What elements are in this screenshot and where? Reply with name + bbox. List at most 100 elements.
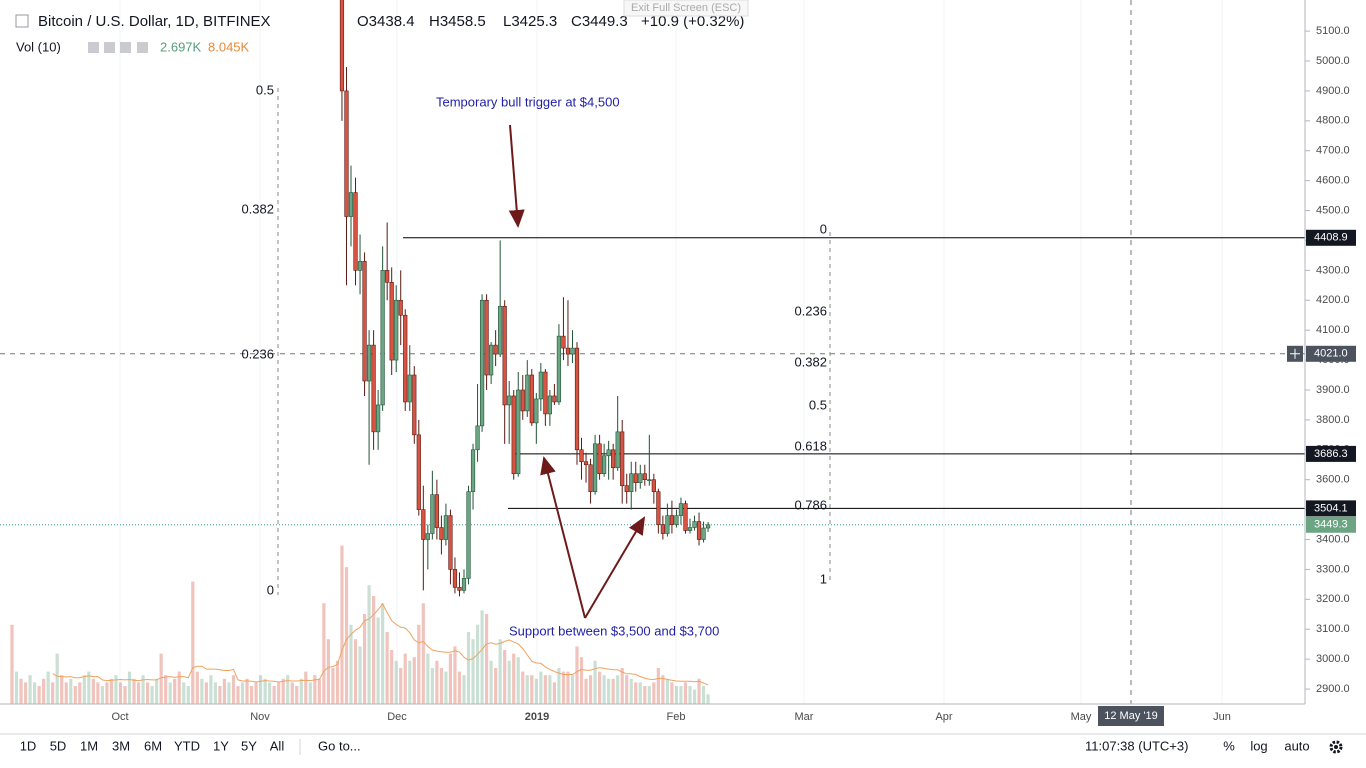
candle-body [475,425,480,451]
y-tick-label: 4200.0 [1316,294,1350,306]
x-tick-label: Apr [935,711,952,723]
candle-body [362,261,367,382]
candle-body [597,443,602,475]
volume-bar [114,675,118,704]
candle-body [452,569,458,588]
scale-option[interactable]: auto [1284,738,1309,753]
candle-body [629,473,634,492]
volume-bar [353,639,358,704]
volume-bar [634,682,638,704]
range-button[interactable]: All [270,738,285,753]
symbol-title[interactable]: Bitcoin / U.S. Dollar, 1D, BITFINEX [38,13,271,30]
candle-body [502,305,507,406]
volume-bar [222,678,227,704]
range-button[interactable]: 5D [50,738,67,753]
scale-option[interactable]: % [1223,738,1235,753]
exit-fullscreen-label[interactable]: Exit Full Screen (ESC) [631,2,741,14]
volume-bar [480,610,484,704]
volume-bar [19,678,23,704]
volume-bar [412,657,416,704]
range-button[interactable]: 3M [112,738,130,753]
exit-fullscreen[interactable] [623,0,749,17]
volume-bar [173,678,177,704]
fib-label: 0.5 [256,82,274,97]
goto-button[interactable]: Go to... [318,738,361,753]
ohlc: L3425.3 [503,13,557,30]
volume-bar [372,596,376,704]
volume-bar [453,646,457,704]
volume-bar [376,617,380,704]
volume-bar [647,686,651,704]
candle-body [588,464,593,492]
volume-title[interactable]: Vol (10) [16,39,61,54]
candle-body [583,461,589,466]
volume-bar [390,650,394,704]
volume-bar [670,682,674,704]
range-button[interactable]: 6M [144,738,162,753]
candle-body [611,449,616,469]
volume-bar [132,678,136,704]
fib-label: 0 [267,582,274,597]
volume-icons [88,42,148,53]
y-tick-label: 3400.0 [1316,533,1350,545]
candle-body [642,473,647,481]
fib-label: 0.236 [794,303,827,318]
volume-bar [575,646,579,704]
candle-body [398,299,403,316]
y-tick-label: 3800.0 [1316,414,1350,426]
icon[interactable] [15,14,29,28]
range-button[interactable]: 1M [80,738,98,753]
volume-bar [439,668,443,704]
settings-icon[interactable] [1329,740,1343,754]
price-label: 3686.3 [1314,448,1348,460]
candle-body [552,395,557,403]
volume-bar [254,682,258,704]
candle-body [339,0,345,92]
volume-bar [525,675,529,704]
volume-bar [159,653,163,704]
range-button[interactable]: YTD [174,738,200,753]
volume-bar [236,686,240,704]
volume-bar [295,686,299,704]
volume-pane [10,545,710,704]
scale-option[interactable]: log [1250,738,1267,753]
range-button[interactable]: 1Y [213,738,229,753]
volume-bar [607,678,611,704]
volume-bar [394,660,398,704]
candle-body [484,299,489,376]
y-tick-label: 3300.0 [1316,563,1350,575]
clock[interactable]: 11:07:38 (UTC+3) [1085,738,1188,753]
volume-bar [638,682,642,704]
crosshair-plus-icon[interactable] [1290,348,1300,359]
volume-bar [164,675,168,704]
price-lines [0,237,1305,526]
candle-body [516,389,521,475]
volume-bar [299,678,303,704]
range-button[interactable]: 1D [20,738,37,753]
y-tick-label: 4300.0 [1316,264,1350,276]
volume-bar [643,686,647,704]
volume-bar [489,660,493,704]
y-tick-label: 4100.0 [1316,324,1350,336]
candle-body [511,395,516,475]
candle-body [412,374,417,436]
volume-bar [512,653,516,704]
volume-bar [100,686,104,704]
volume-bar [344,567,349,704]
y-tick-label: 4600.0 [1316,175,1350,187]
candle-body [570,347,575,355]
ohlc: C3449.3 [571,13,628,30]
volume-bar [494,668,498,704]
candle-body [385,270,390,283]
arrow [540,456,586,619]
volume-bar [471,639,475,704]
volume-bar [313,675,317,704]
range-button[interactable]: 5Y [241,738,257,753]
price-label: 4021.0 [1314,348,1348,360]
axes: 2900.03000.03100.03200.03300.03400.03500… [111,25,1356,726]
y-tick-label: 3200.0 [1316,593,1350,605]
y-tick-label: 4900.0 [1316,85,1350,97]
volume-value: 2.697K [160,39,202,54]
volume-bar [503,650,507,704]
